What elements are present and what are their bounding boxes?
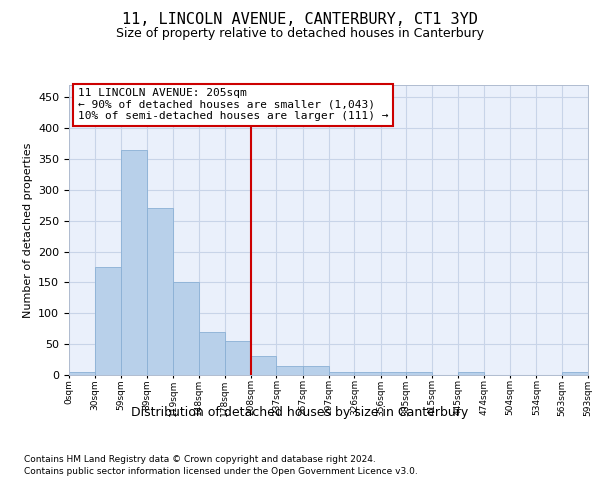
Text: 11 LINCOLN AVENUE: 205sqm
← 90% of detached houses are smaller (1,043)
10% of se: 11 LINCOLN AVENUE: 205sqm ← 90% of detac… — [78, 88, 388, 122]
Bar — [406, 372, 432, 375]
Bar — [380, 372, 406, 375]
Y-axis label: Number of detached properties: Number of detached properties — [23, 142, 32, 318]
Bar — [173, 282, 199, 375]
Bar — [121, 150, 147, 375]
Bar — [277, 366, 302, 375]
Bar — [199, 332, 225, 375]
Bar — [95, 267, 121, 375]
Text: Contains HM Land Registry data © Crown copyright and database right 2024.: Contains HM Land Registry data © Crown c… — [24, 455, 376, 464]
Bar — [355, 372, 380, 375]
Bar — [562, 372, 588, 375]
Bar — [329, 372, 355, 375]
Text: Size of property relative to detached houses in Canterbury: Size of property relative to detached ho… — [116, 28, 484, 40]
Bar — [458, 372, 484, 375]
Text: Contains public sector information licensed under the Open Government Licence v3: Contains public sector information licen… — [24, 467, 418, 476]
Text: 11, LINCOLN AVENUE, CANTERBURY, CT1 3YD: 11, LINCOLN AVENUE, CANTERBURY, CT1 3YD — [122, 12, 478, 28]
Bar — [302, 366, 329, 375]
Bar — [225, 341, 251, 375]
Bar — [251, 356, 277, 375]
Bar — [147, 208, 173, 375]
Bar — [69, 372, 95, 375]
Text: Distribution of detached houses by size in Canterbury: Distribution of detached houses by size … — [131, 406, 469, 419]
